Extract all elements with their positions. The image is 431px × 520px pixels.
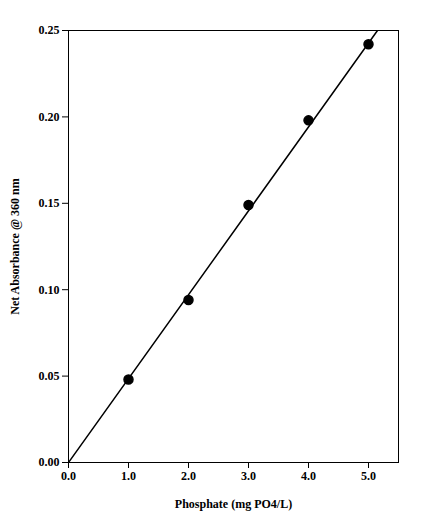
svg-text:0.25: 0.25 (39, 23, 60, 37)
svg-text:0.00: 0.00 (39, 455, 60, 469)
svg-text:Phosphate (mg PO4/L): Phosphate (mg PO4/L) (175, 497, 292, 511)
svg-text:3.0: 3.0 (241, 469, 256, 483)
svg-text:4.0: 4.0 (301, 469, 316, 483)
svg-text:0.15: 0.15 (39, 196, 60, 210)
svg-text:5.0: 5.0 (361, 469, 376, 483)
svg-text:1.0: 1.0 (121, 469, 136, 483)
svg-text:0.20: 0.20 (39, 110, 60, 124)
svg-text:0.0: 0.0 (61, 469, 76, 483)
svg-text:Net Absorbance @ 360 nm: Net Absorbance @ 360 nm (8, 178, 22, 315)
svg-text:0.10: 0.10 (39, 283, 60, 297)
svg-text:2.0: 2.0 (181, 469, 196, 483)
svg-text:0.05: 0.05 (39, 369, 60, 383)
